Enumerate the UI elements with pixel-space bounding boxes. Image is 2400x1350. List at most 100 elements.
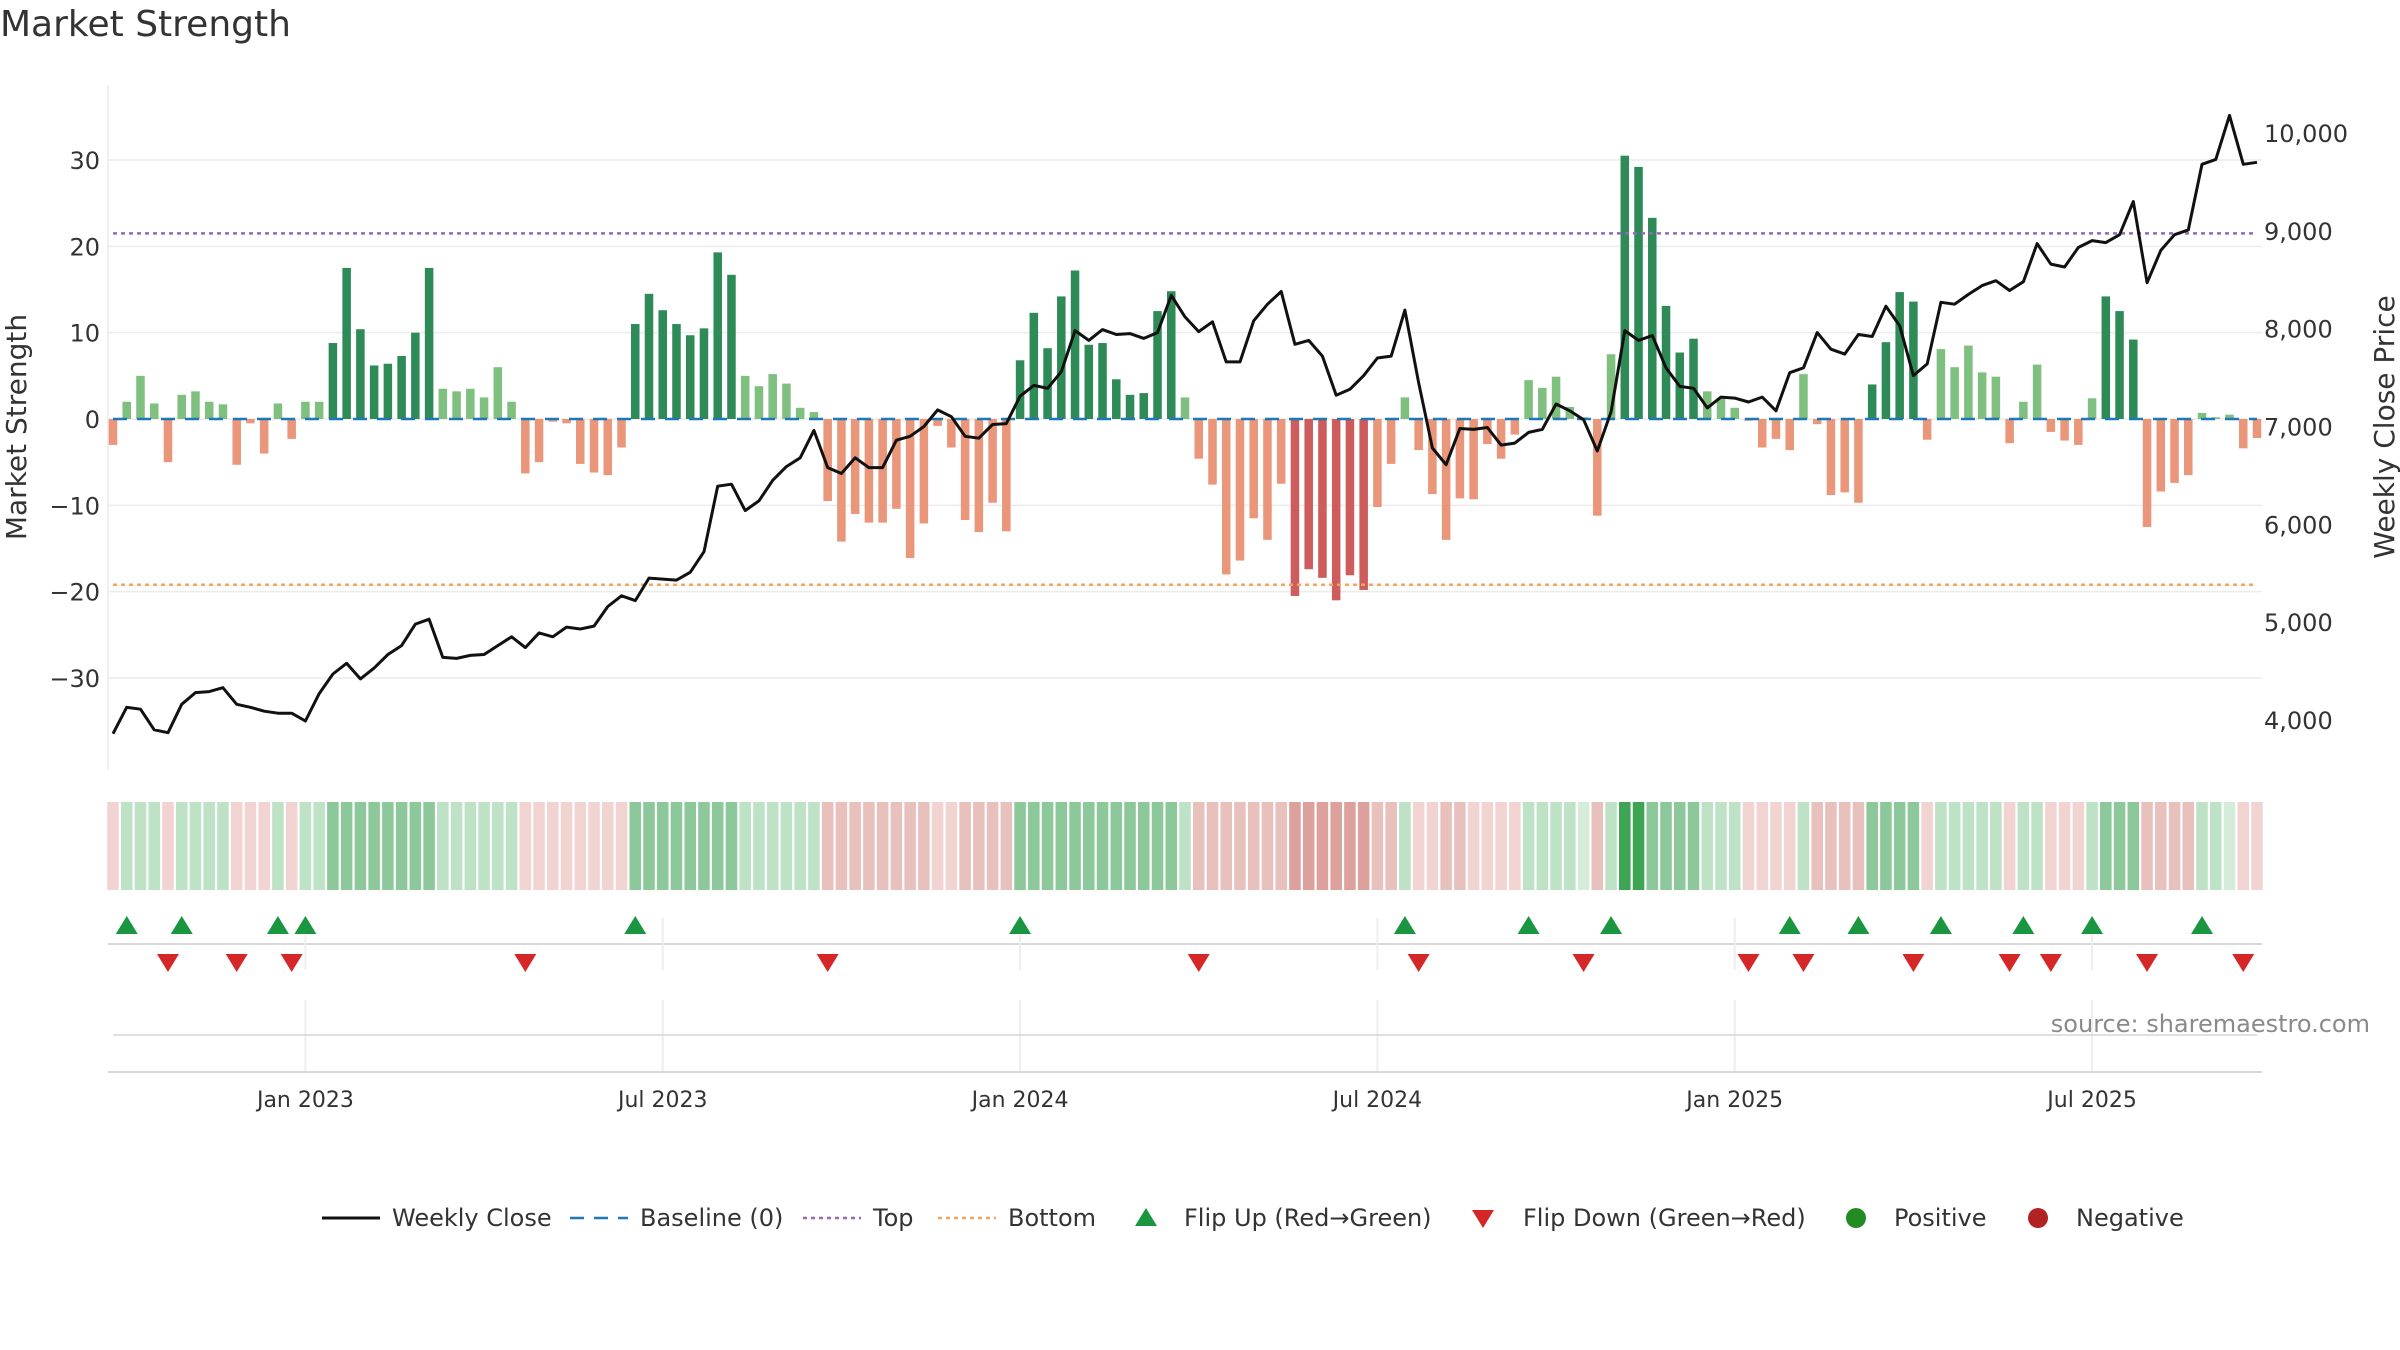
heat-cell <box>1399 802 1411 890</box>
heat-cell <box>753 802 765 890</box>
strength-bar <box>1441 419 1451 540</box>
strength-bar <box>479 397 489 419</box>
strength-bar <box>1757 419 1767 448</box>
strength-bar <box>2074 419 2083 445</box>
heat-cell <box>1701 802 1714 890</box>
strength-bar <box>1166 291 1176 419</box>
strength-bar <box>1483 419 1492 445</box>
strength-bar <box>466 388 475 419</box>
strength-bar <box>1524 380 1533 419</box>
heat-cell <box>1646 802 1659 890</box>
heat-cell <box>670 802 683 890</box>
x-tick-label: Jul 2023 <box>616 1088 708 1113</box>
heat-cell <box>863 802 875 890</box>
strength-bar <box>1620 155 1630 419</box>
heat-cell <box>656 802 669 890</box>
strength-bar <box>974 419 984 533</box>
legend-negative-swatch <box>2028 1208 2048 1228</box>
heat-cell <box>1619 802 1631 890</box>
chart-title: Market Strength <box>0 4 291 45</box>
strength-bar <box>1950 367 1959 419</box>
right-tick-label: 6,000 <box>2264 511 2333 539</box>
strength-bar <box>1867 384 1877 419</box>
strength-bar <box>933 419 942 426</box>
left-tick-label: 10 <box>69 320 100 348</box>
flip-up-marker <box>115 916 138 934</box>
right-tick-label: 4,000 <box>2264 707 2333 735</box>
strength-bar <box>301 401 310 419</box>
strength-bar <box>589 419 599 473</box>
heat-cell <box>904 802 916 890</box>
heat-cell <box>382 802 394 890</box>
strength-bar <box>287 419 296 439</box>
heat-cell <box>1783 802 1796 890</box>
strength-bar <box>136 375 145 419</box>
strength-bar <box>685 335 695 419</box>
flip-up-marker <box>266 916 289 934</box>
heat-cell <box>2223 802 2236 890</box>
heat-cell <box>2031 802 2043 890</box>
heat-cell <box>1275 802 1287 890</box>
heat-cell <box>437 802 449 890</box>
flip-down-marker <box>514 954 537 972</box>
heat-cell <box>244 802 257 890</box>
strength-bar <box>1606 354 1616 419</box>
heat-cell <box>1797 802 1810 890</box>
strength-bar <box>342 267 351 419</box>
strength-bar <box>960 419 970 521</box>
strength-bar <box>1455 419 1465 499</box>
strength-bar <box>177 394 186 419</box>
heat-cell <box>739 802 751 890</box>
heat-cell <box>1137 802 1150 890</box>
strength-bar <box>1386 419 1396 464</box>
strength-bar <box>1373 419 1382 508</box>
heat-cell <box>230 802 243 890</box>
strength-bar <box>548 419 558 422</box>
heat-cell <box>2182 802 2195 890</box>
flip-down-marker <box>156 954 179 972</box>
strength-bar <box>438 388 448 419</box>
heat-cell <box>327 802 339 890</box>
heat-cell <box>931 802 944 890</box>
heat-cell <box>1014 802 1026 890</box>
heat-cell <box>272 802 284 890</box>
heat-cell <box>1289 802 1301 890</box>
strength-bar <box>1359 419 1368 590</box>
strength-bar <box>1249 419 1258 519</box>
strength-bar <box>424 267 434 419</box>
right-tick-label: 9,000 <box>2264 218 2333 246</box>
strength-bar <box>1909 301 1918 419</box>
strength-bar <box>1881 342 1891 419</box>
strength-bar <box>2060 419 2069 441</box>
heat-cell <box>1192 802 1205 890</box>
flip-down-marker <box>2136 954 2159 972</box>
heat-cell <box>107 802 119 890</box>
flip-up-marker <box>1778 916 1801 934</box>
heat-cell <box>1522 802 1535 890</box>
strength-bar <box>1702 391 1712 419</box>
strength-bar <box>1661 305 1671 419</box>
heat-cell <box>1495 802 1507 890</box>
right-tick-label: 10,000 <box>2264 120 2348 148</box>
strength-bar <box>672 324 681 419</box>
strength-bar <box>1221 419 1231 575</box>
heat-cell <box>1715 802 1727 890</box>
heat-cell <box>1770 802 1782 890</box>
heat-cell <box>1742 802 1755 890</box>
heat-cell <box>808 802 820 890</box>
flip-up-marker <box>1847 916 1870 934</box>
heat-cell <box>120 802 133 890</box>
flip-down-marker <box>2232 954 2255 972</box>
flip-up-marker <box>1517 916 1540 934</box>
heat-cell <box>175 802 188 890</box>
heat-cell <box>134 802 147 890</box>
strength-bar <box>2101 296 2111 419</box>
x-tick-label: Jan 2023 <box>255 1088 354 1113</box>
right-axis-title: Weekly Close Price <box>2368 295 2400 558</box>
strength-bar <box>493 367 503 419</box>
strength-bar <box>1208 419 1217 485</box>
strength-bar <box>562 419 571 424</box>
strength-bar <box>1304 419 1313 570</box>
strength-bar <box>1194 419 1204 459</box>
strength-bar <box>878 419 887 523</box>
